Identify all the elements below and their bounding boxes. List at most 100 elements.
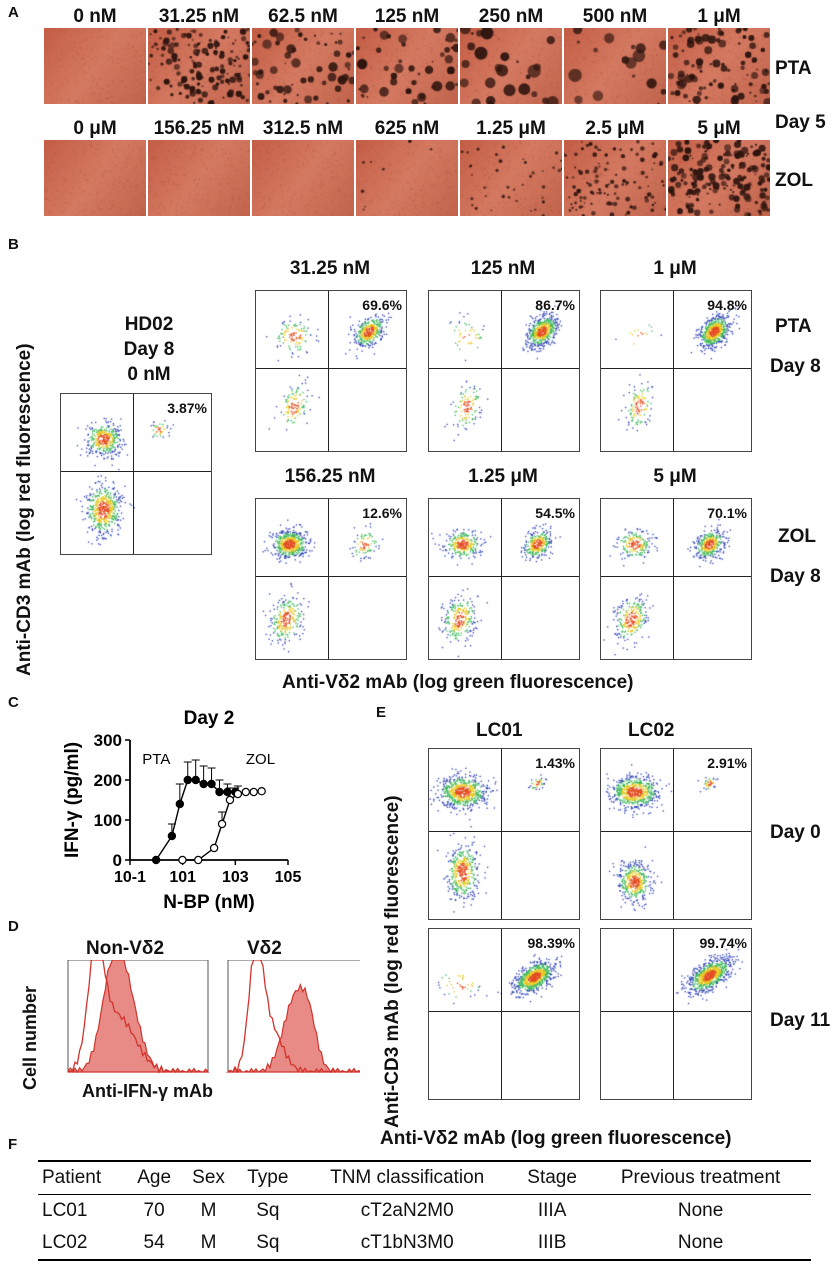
culture-image xyxy=(460,140,562,216)
pta-conc-label: 62.5 nM xyxy=(268,6,338,27)
panel-b-x-axis-label: Anti-Vδ2 mAb (log green fluorescence) xyxy=(282,672,634,693)
flow-dots xyxy=(601,499,751,659)
zol-row-label: ZOL xyxy=(775,170,813,191)
chart-title: Day 2 xyxy=(184,708,235,729)
x-tick-label: 105 xyxy=(275,869,302,886)
table-cell: IIIA xyxy=(537,1200,567,1221)
e-positive-percent: 1.43% xyxy=(535,755,575,771)
panel-label-b: B xyxy=(8,236,19,253)
point-zol xyxy=(209,843,219,853)
pta-conc-label: 0 nM xyxy=(73,6,117,27)
point-zol xyxy=(225,795,235,805)
patient-table: Patient Age Sex Type TNM classification Stage… xyxy=(38,1160,811,1261)
quadrant-gate-vertical xyxy=(328,499,329,659)
histogram-stained-vd2 xyxy=(227,982,360,1074)
pta-conc-label: 500 nM xyxy=(582,6,648,27)
zol-b-day: Day 8 xyxy=(770,566,821,587)
y-tick-label: 0 xyxy=(113,851,122,870)
table-row: LC01 70 M Sq cT2aN2M0 IIIA None xyxy=(38,1195,811,1228)
zol-conc-label: 156.25 nM xyxy=(153,118,245,139)
x-axis-title: N-BP (nM) xyxy=(163,892,254,913)
quadrant-gate-vertical xyxy=(501,929,502,1099)
quadrant-gate-horizontal xyxy=(601,830,751,832)
culture-image xyxy=(356,140,458,216)
pta-conc-label: 250 nM xyxy=(478,6,544,27)
pta-b-conc: 125 nM xyxy=(470,258,536,279)
panel-label-e: E xyxy=(376,704,387,721)
day5-label: Day 5 xyxy=(775,112,826,133)
zol-positive-percent: 54.5% xyxy=(535,505,575,521)
histogram-title-nonvd2: Non-Vδ2 xyxy=(86,938,165,959)
point-pta xyxy=(207,779,216,789)
table-header-cell: Stage xyxy=(514,1160,591,1195)
point-zol xyxy=(249,787,258,797)
quadrant-gate-horizontal xyxy=(256,367,406,369)
panel-d-y-axis-label: Cell number xyxy=(20,985,40,1090)
zol-conc-label: 2.5 μM xyxy=(585,118,645,139)
flow-plot: 98.39% xyxy=(428,928,580,1100)
point-zol xyxy=(217,819,227,829)
quadrant-gate-vertical xyxy=(673,291,674,451)
quadrant-gate-horizontal xyxy=(601,1010,751,1012)
table-cell: LC02 xyxy=(38,1227,127,1261)
ifn-gamma-chart: Day 2 0 100 200 300 10-1 101 103 105 N-BP (nM) IFN… xyxy=(62,708,302,913)
pta-row-label: PTA xyxy=(775,58,812,79)
quadrant-gate-vertical xyxy=(673,929,674,1099)
flow-dots xyxy=(429,929,579,1099)
flow-dots xyxy=(429,749,579,919)
y-tick-label: 300 xyxy=(94,731,122,750)
culture-image xyxy=(252,28,354,104)
flow-plot: 1.43% xyxy=(428,748,580,920)
quadrant-gate-horizontal xyxy=(601,575,751,577)
e-positive-percent: 99.74% xyxy=(699,935,747,951)
y-tick-label: 100 xyxy=(94,811,122,830)
flow-plot: 2.91% xyxy=(600,748,752,920)
e-row-day0: Day 0 xyxy=(770,822,821,843)
x-tick-label: 101 xyxy=(169,869,196,886)
e-positive-percent: 2.91% xyxy=(707,755,747,771)
pta-b-conc: 31.25 nM xyxy=(289,258,371,279)
point-pta xyxy=(215,787,224,797)
panel-d-x-axis-label: Anti-IFN-γ mAb xyxy=(82,1081,213,1101)
zol-positive-percent: 12.6% xyxy=(362,505,402,521)
flow-dots xyxy=(429,291,579,451)
quadrant-gate-vertical xyxy=(673,499,674,659)
zol-b-conc: 156.25 nM xyxy=(284,466,376,487)
series-label-pta: PTA xyxy=(142,751,170,768)
panel-e-y-axis-label: Anti-CD3 mAb (log red fluorescence) xyxy=(382,795,403,1128)
pta-positive-percent: 69.6% xyxy=(362,297,402,313)
flow-plot: 54.5% xyxy=(428,498,580,660)
flow-dots xyxy=(429,499,579,659)
zol-conc-label: 0 μM xyxy=(73,118,117,139)
histogram-stained-nonvd2 xyxy=(67,960,210,1074)
zol-conc-label: 5 μM xyxy=(697,118,741,139)
flow-plot: 94.8% xyxy=(600,290,752,452)
culture-image xyxy=(668,28,770,104)
culture-image xyxy=(44,140,146,216)
flow-plot: 86.7% xyxy=(428,290,580,452)
quadrant-gate-vertical xyxy=(501,749,502,919)
e-col-lc01: LC01 xyxy=(476,720,523,741)
table-cell: 54 xyxy=(126,1227,182,1261)
flow-dots xyxy=(601,749,751,919)
flow-plot: 12.6% xyxy=(255,498,407,660)
quadrant-gate-vertical xyxy=(673,749,674,919)
culture-image xyxy=(148,28,250,104)
culture-image xyxy=(564,28,666,104)
culture-image xyxy=(460,28,562,104)
table-header-cell: Age xyxy=(126,1160,182,1195)
zol-b-conc: 1.25 μM xyxy=(468,466,538,487)
e-col-lc02: LC02 xyxy=(628,720,675,741)
flow-dots xyxy=(601,929,751,1099)
control-positive-percent: 3.87% xyxy=(167,400,207,416)
control-donor: HD02 xyxy=(124,314,174,335)
zol-conc-label: 1.25 μM xyxy=(476,118,546,139)
quadrant-gate-vertical xyxy=(501,291,502,451)
pta-b-conc: 1 μM xyxy=(653,258,697,279)
point-pta xyxy=(175,799,185,809)
culture-image xyxy=(668,140,770,216)
quadrant-gate-horizontal xyxy=(61,470,211,472)
flow-plot: 99.74% xyxy=(600,928,752,1100)
flow-dots xyxy=(256,291,406,451)
flow-dots xyxy=(61,394,211,554)
